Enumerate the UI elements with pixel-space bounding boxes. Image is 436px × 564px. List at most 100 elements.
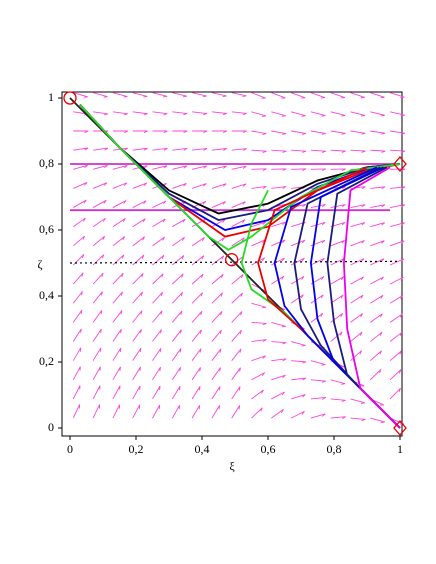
field-arrow [172,255,185,266]
x-tick-label: 0,6 [261,442,276,456]
field-arrow [389,387,401,400]
y-tick-label: 0 [48,420,54,434]
field-arrow [231,201,246,208]
equilibrium-point [225,253,239,267]
field-arrow [389,313,403,323]
field-arrow [172,218,186,228]
field-arrow [152,130,168,133]
field-arrow [251,372,266,381]
field-arrow [191,255,205,266]
field-arrow [231,292,243,304]
field-arrow [92,92,108,98]
field-arrow [73,217,86,228]
field-arrow [211,255,225,266]
field-arrow [112,347,122,361]
field-arrow [310,111,326,117]
field-arrow [231,367,241,381]
field-arrow [132,182,148,189]
field-arrow [92,164,108,170]
field-arrow [92,347,102,361]
field-arrow [370,350,382,362]
field-arrow [211,329,222,342]
field-arrow [291,130,307,135]
field-arrow [211,183,227,189]
field-arrow [192,111,208,116]
field-arrow [290,394,306,400]
field-arrow [231,274,244,285]
field-arrow [92,182,108,189]
field-arrow [350,350,363,362]
field-arrow [132,130,148,133]
field-arrow [271,358,287,362]
field-arrow [310,203,326,209]
field-arrow [112,130,129,133]
field-arrow [92,291,103,304]
field-arrow [350,417,366,422]
x-tick-label: 1 [397,442,403,456]
field-arrow [251,321,267,326]
field-arrow [291,360,307,364]
field-arrow [73,199,87,208]
field-arrow [370,331,383,342]
field-arrow [191,310,203,323]
field-arrow [191,273,204,285]
trajectory [293,166,401,429]
field-arrow [211,111,227,116]
field-arrow [152,147,168,151]
field-arrow [310,130,326,135]
field-arrow [330,204,346,209]
x-axis-label: ξ [229,459,235,473]
field-arrow [132,111,148,116]
field-arrow [350,331,363,342]
field-arrow [152,254,165,266]
field-arrow [132,329,142,342]
field-arrow [211,367,221,381]
field-arrow [231,405,241,419]
field-arrow [251,130,267,135]
field-arrow [350,222,366,228]
field-arrow [191,329,202,342]
field-arrow [271,239,286,247]
trajectory [79,103,401,215]
field-arrow [112,385,121,400]
field-arrow [92,328,102,342]
field-arrow [231,329,242,342]
field-arrow [152,404,161,419]
field-arrow [370,204,386,209]
field-arrow [172,111,188,116]
field-arrow [231,237,245,247]
field-arrow [330,416,346,419]
field-arrow [211,201,226,208]
field-arrow [390,204,406,209]
field-arrow [171,367,181,381]
field-arrow [330,239,345,247]
field-arrow [271,257,285,266]
field-arrow [231,219,246,228]
trajectory [79,103,401,251]
field-arrow [152,291,164,304]
field-arrow [389,295,404,304]
field-arrow [330,276,345,285]
field-arrow [72,309,83,323]
field-arrow [330,149,346,153]
field-arrow [171,385,181,400]
field-arrow [132,147,148,151]
field-arrow [171,329,182,342]
field-arrow [152,366,161,381]
field-arrow [92,254,105,266]
field-arrow [112,200,127,208]
field-arrow [152,111,168,116]
field-arrow [171,404,181,419]
field-arrow [73,182,88,189]
field-arrow [172,236,185,247]
field-arrow [370,240,385,247]
field-arrow [310,168,327,171]
field-arrow [350,313,363,323]
field-arrow [152,218,166,228]
field-arrow [291,377,307,381]
trajectory [342,166,401,429]
field-arrow [92,385,101,400]
field-arrow [231,148,247,151]
field-arrow [310,396,327,400]
